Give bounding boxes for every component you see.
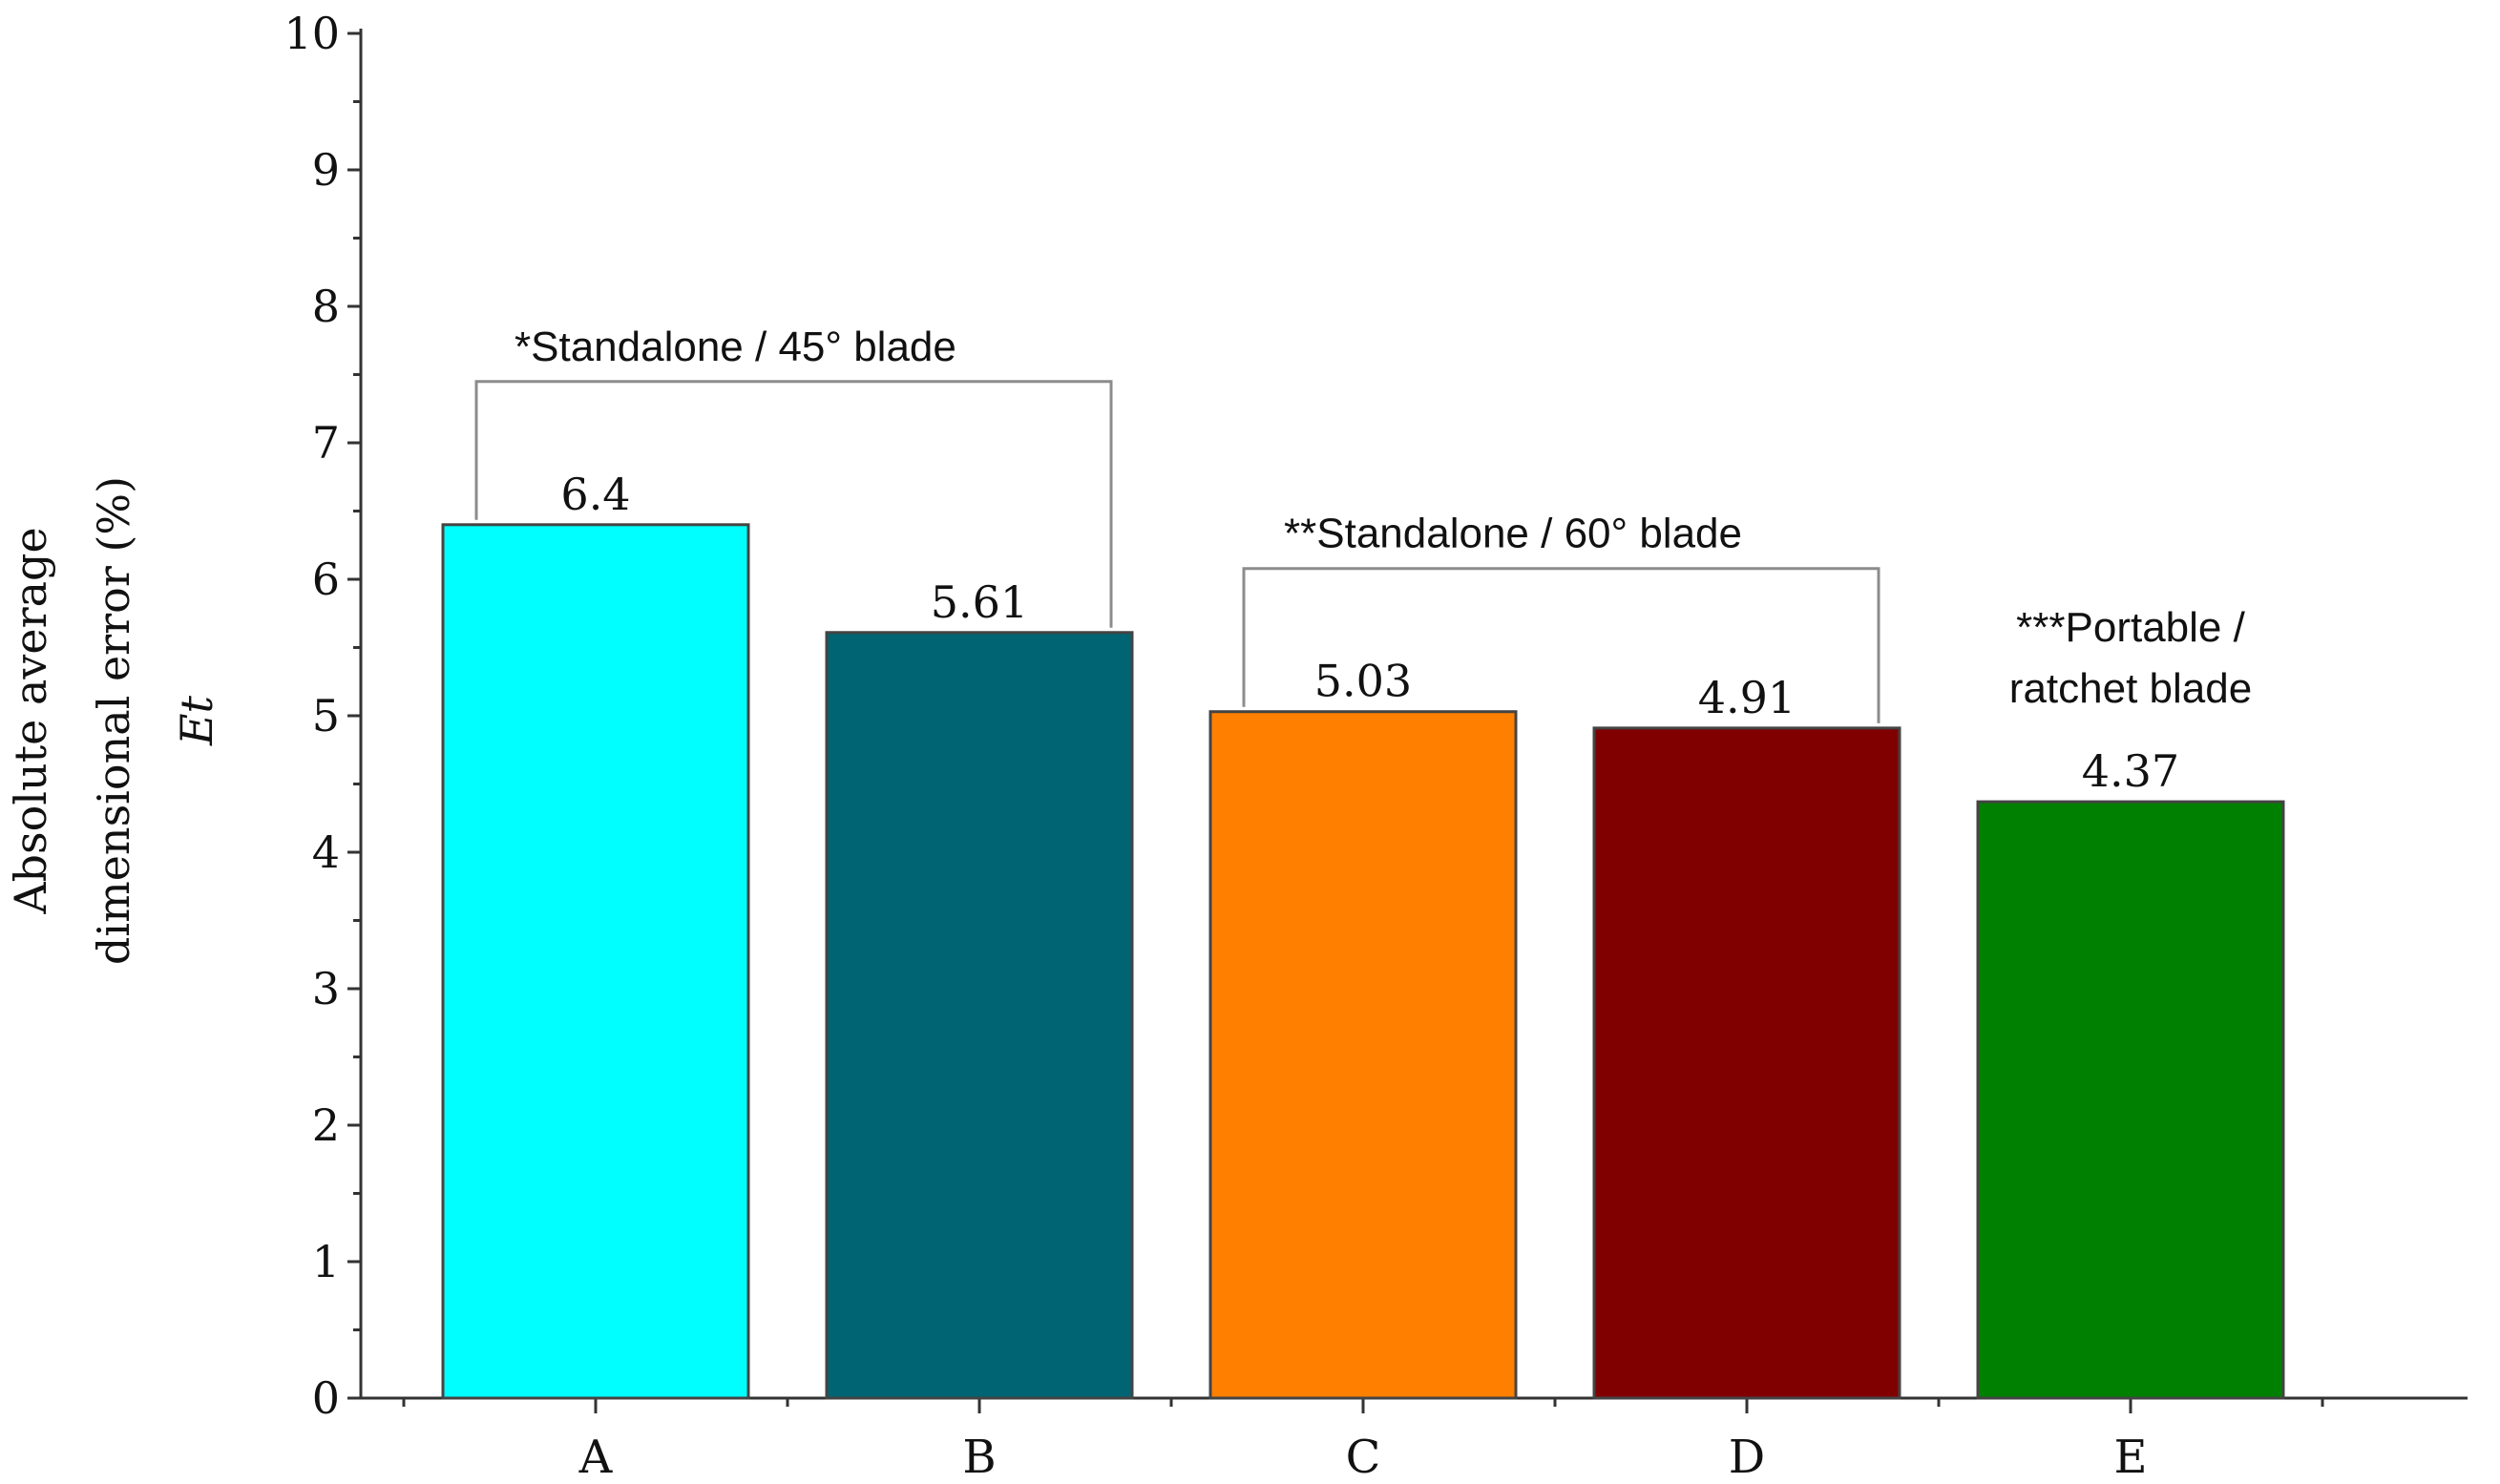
bars <box>441 523 2285 1400</box>
bar-a <box>441 523 750 1400</box>
data-labels: 6.4 5.61 5.03 4.91 4.37 <box>560 469 2179 797</box>
x-tick-label-a: A <box>578 1431 614 1484</box>
y-tick-label: 5 <box>312 690 340 742</box>
y-axis-title-line-2: dimensional error (%) <box>88 476 139 965</box>
y-tick-label: 1 <box>312 1236 340 1287</box>
y-axis-title-line-1: Absolute average <box>5 527 56 914</box>
group-annotations: *Standalone / 45° blade **Standalone / 60… <box>474 324 2252 723</box>
x-tick-label-b: B <box>962 1431 996 1484</box>
y-tick-label: 0 <box>312 1372 340 1424</box>
group-bracket-1 <box>474 380 1113 628</box>
y-axis-title-line-3: Et <box>171 695 222 746</box>
data-label-b: 5.61 <box>931 576 1028 628</box>
bar-e <box>1976 800 2285 1400</box>
group-label-3-line-2: ratchet blade <box>2009 665 2252 712</box>
y-tick-label: 7 <box>312 417 340 469</box>
bar-b <box>825 631 1134 1400</box>
y-tick-label: 6 <box>312 554 340 605</box>
data-label-d: 4.91 <box>1698 672 1796 723</box>
group-bracket-2 <box>1242 567 1880 723</box>
data-label-e: 4.37 <box>2082 745 2179 797</box>
y-tick-label: 2 <box>312 1099 340 1151</box>
bar-d <box>1592 726 1901 1400</box>
y-tick-label: 8 <box>312 281 340 332</box>
group-label-2: **Standalone / 60° blade <box>1284 511 1742 557</box>
y-tick-label: 10 <box>284 8 340 59</box>
y-tick-label: 9 <box>312 144 340 196</box>
group-label-1: *Standalone / 45° blade <box>515 324 956 370</box>
y-tick-label: 4 <box>312 826 340 878</box>
x-tick-label-e: E <box>2113 1431 2147 1484</box>
data-label-c: 5.03 <box>1314 656 1412 707</box>
x-tick-label-c: C <box>1346 1431 1381 1484</box>
y-tick-label: 3 <box>312 963 340 1014</box>
bar-c <box>1208 710 1518 1400</box>
group-label-3-line-1: ***Portable / <box>2016 604 2245 651</box>
data-label-a: 6.4 <box>560 469 630 520</box>
x-tick-label-d: D <box>1729 1431 1765 1484</box>
y-axis-title: Absolute average dimensional error (%) E… <box>5 476 222 965</box>
